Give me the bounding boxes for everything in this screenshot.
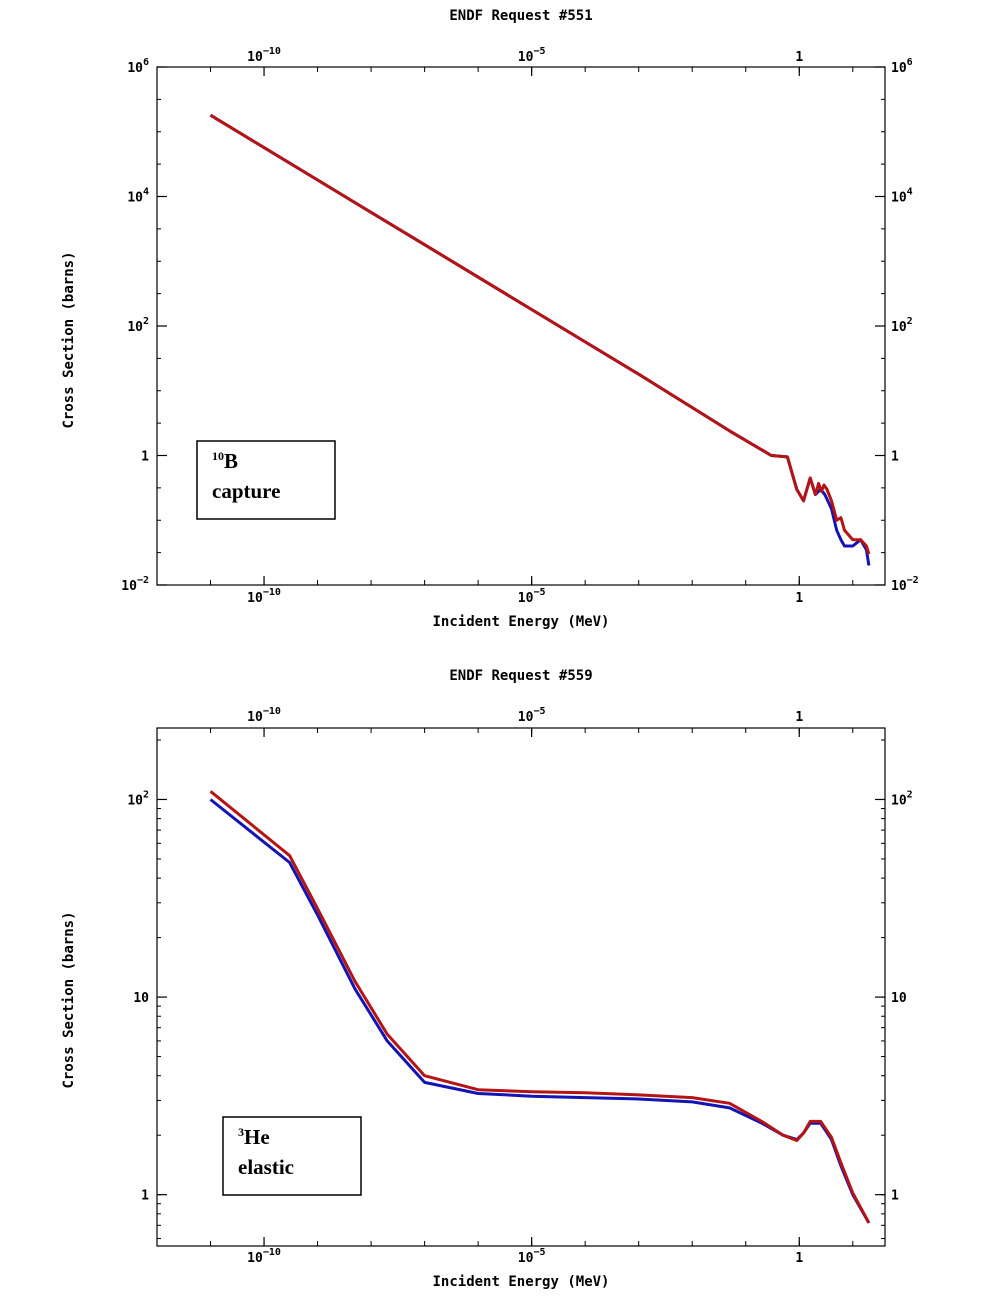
y-tick-label-right-base: 10 (891, 191, 907, 206)
x-tick-label-bottom-exponent: −10 (263, 587, 281, 598)
x-tick-label-bottom: 1 (795, 1251, 803, 1266)
y-tick-label-left-base: 10 (133, 991, 149, 1006)
annotation-nuclide: 3He (238, 1125, 270, 1149)
y-tick-label-right: 102 (891, 316, 913, 335)
x-tick-label-top: 10−10 (247, 706, 281, 725)
y-tick-label-right-base: 10 (891, 61, 907, 76)
x-tick-label-bottom-base: 10 (247, 1251, 263, 1266)
capture-chart: ENDF Request #55110−1010−1010−510−51110−… (61, 8, 919, 630)
annotation-element: B (224, 449, 238, 473)
y-tick-label-right-exponent: 2 (907, 789, 913, 800)
x-tick-label-bottom-exponent: −5 (533, 1247, 545, 1258)
annotation-reaction: elastic (238, 1155, 294, 1179)
y-tick-label-left-base: 10 (127, 793, 143, 808)
annotation-box (196, 440, 336, 520)
y-tick-label-right-base: 1 (891, 1189, 899, 1204)
y-tick-label-left: 104 (127, 187, 149, 206)
x-tick-label-bottom: 10−5 (518, 587, 546, 606)
x-axis-label: Incident Energy (MeV) (432, 1274, 609, 1290)
y-tick-label-right: 10−2 (891, 575, 919, 594)
x-tick-label-bottom: 10−5 (518, 1247, 546, 1266)
x-tick-label-bottom-base: 1 (795, 591, 803, 606)
y-tick-label-left-base: 10 (127, 191, 143, 206)
y-tick-label-left-base: 1 (141, 450, 149, 465)
x-tick-label-bottom-base: 10 (518, 1251, 534, 1266)
x-tick-label-top: 10−5 (518, 706, 546, 725)
x-tick-label-bottom: 10−10 (247, 587, 281, 606)
y-tick-label-left: 102 (127, 789, 149, 808)
y-tick-label-left: 10 (133, 991, 149, 1006)
x-tick-label-top-exponent: −5 (533, 46, 545, 57)
y-tick-label-left-exponent: 2 (143, 789, 149, 800)
series-line-2 (209, 790, 871, 1224)
x-tick-label-top: 1 (795, 710, 803, 725)
x-tick-label-top-exponent: −5 (533, 706, 545, 717)
y-tick-label-right-base: 10 (891, 320, 907, 335)
x-tick-label-bottom-base: 1 (795, 1251, 803, 1266)
x-tick-label-top-base: 1 (795, 710, 803, 725)
y-tick-label-right-base: 1 (891, 450, 899, 465)
x-tick-label-top: 10−10 (247, 46, 281, 65)
y-tick-label-right: 104 (891, 187, 913, 206)
x-tick-label-bottom-base: 10 (518, 591, 534, 606)
annotation-reaction: capture (212, 479, 280, 503)
y-tick-label-left-base: 1 (141, 1189, 149, 1204)
x-tick-label-top-exponent: −10 (263, 706, 281, 717)
x-tick-label-top: 1 (795, 50, 803, 65)
y-tick-label-right-exponent: 4 (907, 187, 913, 198)
series-line-2 (209, 113, 871, 555)
y-tick-label-left-exponent: 2 (143, 316, 149, 327)
chart-title: ENDF Request #559 (449, 668, 592, 684)
chart-title: ENDF Request #551 (449, 8, 592, 24)
y-tick-label-right: 102 (891, 789, 913, 808)
x-tick-label-bottom-exponent: −5 (533, 587, 545, 598)
x-tick-label-top-base: 10 (518, 50, 534, 65)
y-tick-label-right-exponent: 6 (907, 57, 913, 68)
x-tick-label-bottom-exponent: −10 (263, 1247, 281, 1258)
y-tick-label-left: 106 (127, 57, 149, 76)
x-axis-label: Incident Energy (MeV) (432, 614, 609, 630)
x-tick-label-top-base: 10 (247, 710, 263, 725)
x-tick-label-top-base: 10 (247, 50, 263, 65)
y-tick-label-left: 10−2 (121, 575, 149, 594)
annotation-element: He (244, 1125, 270, 1149)
y-tick-label-left-exponent: 4 (143, 187, 149, 198)
y-tick-label-right-base: 10 (891, 579, 907, 594)
x-tick-label-top-exponent: −10 (263, 46, 281, 57)
y-tick-label-right: 106 (891, 57, 913, 76)
y-axis-label: Cross Section (barns) (61, 251, 77, 428)
y-tick-label-left-exponent: 6 (143, 57, 149, 68)
plot-frame (156, 727, 886, 1247)
y-tick-label-right-base: 10 (891, 793, 907, 808)
y-tick-label-left: 102 (127, 316, 149, 335)
annotation-mass-number: 3 (238, 1125, 244, 1139)
y-tick-label-left: 1 (141, 1189, 149, 1204)
y-tick-label-left-base: 10 (127, 61, 143, 76)
y-tick-label-right: 1 (891, 1189, 899, 1204)
x-tick-label-bottom: 10−10 (247, 1247, 281, 1266)
y-tick-label-right-exponent: 2 (907, 316, 913, 327)
x-tick-label-top-base: 1 (795, 50, 803, 65)
y-tick-label-left-exponent: −2 (137, 575, 149, 586)
y-tick-label-right-base: 10 (891, 991, 907, 1006)
y-tick-label-right-exponent: −2 (907, 575, 919, 586)
x-tick-label-bottom: 1 (795, 591, 803, 606)
y-tick-label-right: 1 (891, 450, 899, 465)
x-tick-label-top: 10−5 (518, 46, 546, 65)
y-tick-label-left-base: 10 (127, 320, 143, 335)
annotation-box (222, 1116, 362, 1196)
annotation-nuclide: 10B (212, 449, 238, 473)
y-tick-label-left: 1 (141, 450, 149, 465)
y-tick-label-left-base: 10 (121, 579, 137, 594)
x-tick-label-bottom-base: 10 (247, 591, 263, 606)
y-tick-label-right: 10 (891, 991, 907, 1006)
y-axis-label: Cross Section (barns) (61, 911, 77, 1088)
x-tick-label-top-base: 10 (518, 710, 534, 725)
annotation-mass-number: 10 (212, 449, 224, 463)
